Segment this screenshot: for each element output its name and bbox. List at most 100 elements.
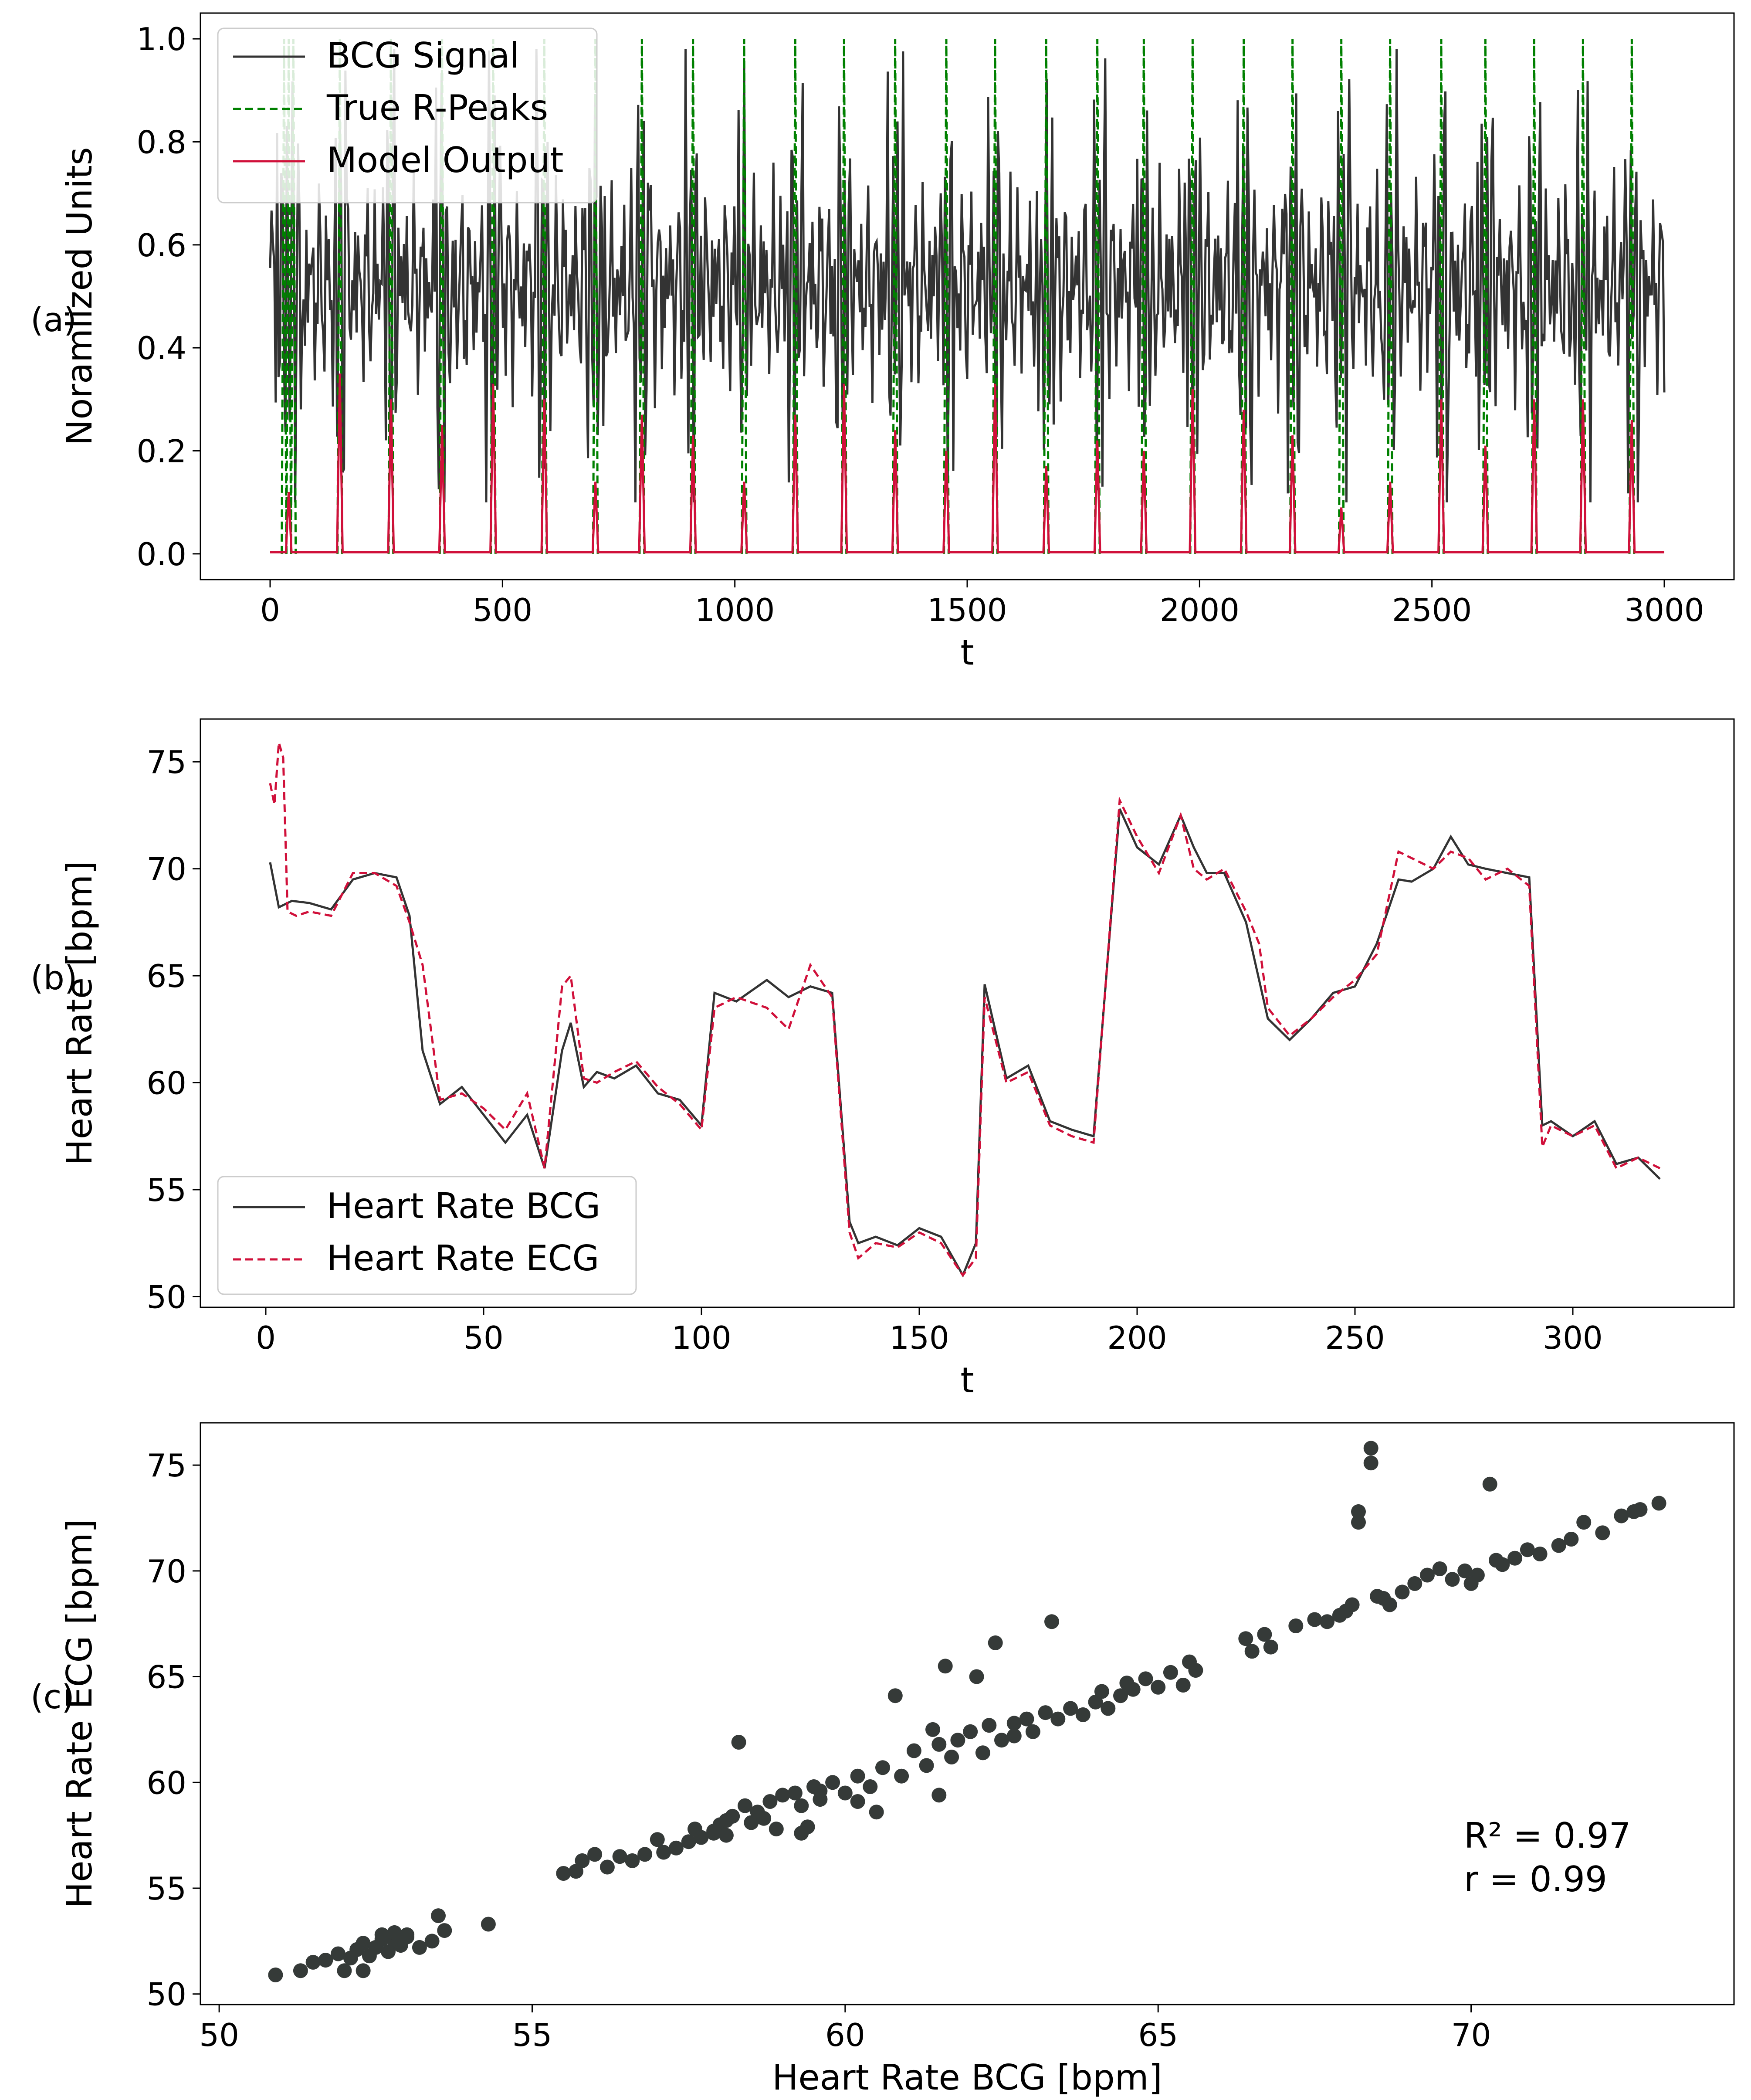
- marks-c: [268, 1441, 1666, 1982]
- scatter-point: [1188, 1663, 1203, 1678]
- scatter-point: [1363, 1441, 1378, 1456]
- scatter-point: [694, 1830, 709, 1845]
- scatter-point: [1006, 1716, 1022, 1731]
- r-peak-mark: [992, 39, 999, 554]
- scatter-point: [575, 1853, 590, 1868]
- scatter-point: [1420, 1567, 1435, 1583]
- scatter-point: [825, 1775, 840, 1790]
- r-peak-mark: [1628, 39, 1636, 554]
- scatter-point: [875, 1760, 890, 1775]
- scatter-point: [1351, 1515, 1366, 1530]
- r-peak-mark: [638, 39, 646, 554]
- frame-c: [200, 1422, 1735, 2005]
- legend-box: [217, 27, 598, 204]
- scatter-point: [1614, 1508, 1629, 1523]
- scatter-point: [1025, 1724, 1040, 1739]
- scatter-point: [1307, 1612, 1322, 1627]
- scatter-point: [1138, 1671, 1153, 1686]
- r-peak-mark: [1438, 39, 1445, 554]
- legend-entry: Model Output: [327, 140, 564, 180]
- scatter-point: [1363, 1455, 1378, 1471]
- x-tick-label: 250: [1325, 1320, 1385, 1356]
- legend-entry: Heart Rate ECG: [327, 1238, 599, 1279]
- scatter-point: [293, 1963, 308, 1978]
- scatter-point: [887, 1688, 903, 1703]
- scatter-point: [813, 1783, 828, 1798]
- scatter-point: [1113, 1688, 1128, 1703]
- scatter-point: [637, 1847, 653, 1862]
- scatter-point: [718, 1828, 734, 1843]
- x-tick-label: 60: [825, 2017, 865, 2053]
- r-peak-mark: [891, 39, 899, 554]
- scatter-point: [268, 1968, 283, 1982]
- x-tick-label: 65: [1138, 2017, 1178, 2053]
- scatter-point: [481, 1917, 496, 1932]
- scatter-point: [1038, 1705, 1053, 1720]
- scatter-point: [556, 1866, 571, 1881]
- scatter-point: [1101, 1701, 1116, 1716]
- series-line-model-output: [270, 373, 1664, 553]
- scatter-point: [1244, 1644, 1260, 1659]
- annotation-r: r = 0.99: [1464, 1859, 1607, 1900]
- y-tick-label: 60: [146, 1764, 186, 1801]
- scatter-point: [906, 1743, 921, 1758]
- scatter-point: [387, 1925, 402, 1940]
- scatter-point: [706, 1823, 721, 1839]
- series-line-heart-rate-bcg: [269, 808, 1661, 1278]
- legend-a: BCG Signal True R-Peaks Model Output: [217, 27, 598, 204]
- marks-a: [269, 39, 1666, 554]
- scatter-point: [718, 1813, 734, 1828]
- scatter-point: [938, 1659, 953, 1674]
- x-tick-label: 0: [260, 592, 280, 628]
- scatter-point: [944, 1750, 959, 1764]
- series-line-heart-rate-ecg: [269, 742, 1661, 1277]
- scatter-point: [1482, 1476, 1497, 1492]
- x-axis-label-a: t: [960, 632, 974, 673]
- chart-panel-b: (b) 0 50 100 150 200 250 300 50 55 60 65 70 75 t Hea…: [30, 718, 1735, 1401]
- scatter-point: [331, 1946, 346, 1961]
- x-tick-label: 3000: [1624, 592, 1704, 628]
- x-tick-label: 300: [1543, 1320, 1602, 1356]
- scatter-point: [1507, 1550, 1523, 1566]
- scatter-point: [356, 1936, 371, 1951]
- y-tick-label: 55: [146, 1870, 186, 1907]
- scatter-point: [1351, 1504, 1366, 1519]
- scatter-point: [1564, 1532, 1579, 1547]
- r-peak-mark: [1531, 39, 1538, 554]
- scatter-point: [982, 1718, 997, 1733]
- scatter-point: [894, 1768, 909, 1784]
- scatter-point: [1407, 1576, 1422, 1591]
- scatter-point: [863, 1779, 878, 1794]
- scatter-point: [1288, 1618, 1304, 1633]
- r-peak-mark: [1094, 39, 1101, 554]
- marks-b: [269, 742, 1661, 1278]
- scatter-point: [994, 1733, 1009, 1748]
- y-tick-label: 0.0: [136, 536, 186, 573]
- scatter-point: [800, 1819, 815, 1835]
- y-axis-label-c: Heart Rate ECG [bpm]: [59, 1519, 100, 1908]
- r-peak-mark: [1189, 39, 1196, 554]
- scatter-point: [412, 1940, 427, 1955]
- scatter-point: [1257, 1627, 1272, 1642]
- series-line-bcg-signal: [269, 49, 1666, 502]
- scatter-point: [1395, 1584, 1410, 1600]
- y-tick-label: 50: [146, 1279, 186, 1315]
- legend-b: Heart Rate BCG Heart Rate ECG: [217, 1176, 637, 1295]
- x-axis-label-b: t: [960, 1360, 974, 1401]
- scatter-point: [931, 1737, 947, 1752]
- r-peak-mark: [943, 39, 950, 554]
- scatter-point: [988, 1635, 1003, 1650]
- x-tick-label: 50: [199, 2017, 239, 2053]
- scatter-point: [337, 1963, 352, 1978]
- scatter-point: [400, 1929, 415, 1944]
- x-axis-label-c: Heart Rate BCG [bpm]: [772, 2057, 1162, 2098]
- legend-entry: Heart Rate BCG: [327, 1186, 600, 1226]
- scatter-point: [919, 1758, 934, 1773]
- chart-panel-c: (c) 50 55 60 65 70 50 55 60 65 70 75 Heart Rate BC…: [30, 1422, 1735, 2098]
- scatter-point: [869, 1805, 884, 1820]
- scatter-point: [1520, 1542, 1535, 1557]
- y-tick-label: 70: [146, 851, 186, 888]
- scatter-point: [1457, 1563, 1473, 1578]
- scatter-point: [738, 1798, 752, 1813]
- scatter-point: [1125, 1682, 1141, 1697]
